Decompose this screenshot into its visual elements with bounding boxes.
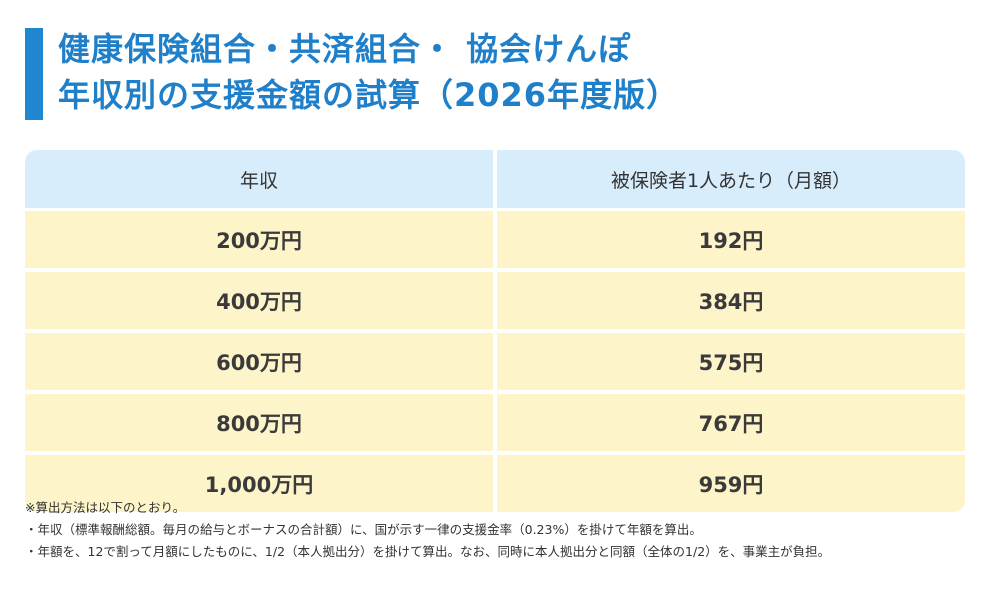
header-monthly-amount: 被保険者1人あたり（月額）	[497, 150, 965, 208]
support-amount-table: 年収 被保険者1人あたり（月額） 200万円 192円 400万円 384円 6…	[25, 150, 965, 512]
title-line-1: 健康保険組合・共済組合・ 協会けんぽ	[58, 30, 632, 68]
amount-cell: 575円	[497, 333, 965, 390]
title-accent-bar	[25, 28, 43, 120]
footnote: ・年収（標準報酬総額。毎月の給与とボーナスの合計額）に、国が示す一律の支援金率（…	[25, 522, 702, 537]
income-cell: 1,000万円	[25, 455, 493, 512]
footnote: ※算出方法は以下のとおり。	[25, 500, 186, 515]
amount-cell: 959円	[497, 455, 965, 512]
income-cell: 800万円	[25, 394, 493, 451]
page-title: 健康保険組合・共済組合・ 協会けんぽ 年収別の支援金額の試算（2026年度版）	[58, 26, 679, 118]
amount-cell: 192円	[497, 211, 965, 268]
footnote: ・年額を、12で割って月額にしたものに、1/2（本人拠出分）を掛けて算出。なお、…	[25, 544, 831, 559]
header-annual-income: 年収	[25, 150, 493, 208]
table-row: 600万円 575円	[25, 333, 965, 390]
income-cell: 600万円	[25, 333, 493, 390]
amount-cell: 384円	[497, 272, 965, 329]
table-header-row: 年収 被保険者1人あたり（月額）	[25, 150, 965, 208]
amount-cell: 767円	[497, 394, 965, 451]
table-row: 800万円 767円	[25, 394, 965, 451]
title-line-2: 年収別の支援金額の試算（2026年度版）	[58, 76, 680, 114]
table-row: 200万円 192円	[25, 211, 965, 268]
table-row: 1,000万円 959円	[25, 455, 965, 512]
table-row: 400万円 384円	[25, 272, 965, 329]
footnotes: ※算出方法は以下のとおり。 ・年収（標準報酬総額。毎月の給与とボーナスの合計額）…	[25, 497, 830, 563]
income-cell: 200万円	[25, 211, 493, 268]
income-cell: 400万円	[25, 272, 493, 329]
